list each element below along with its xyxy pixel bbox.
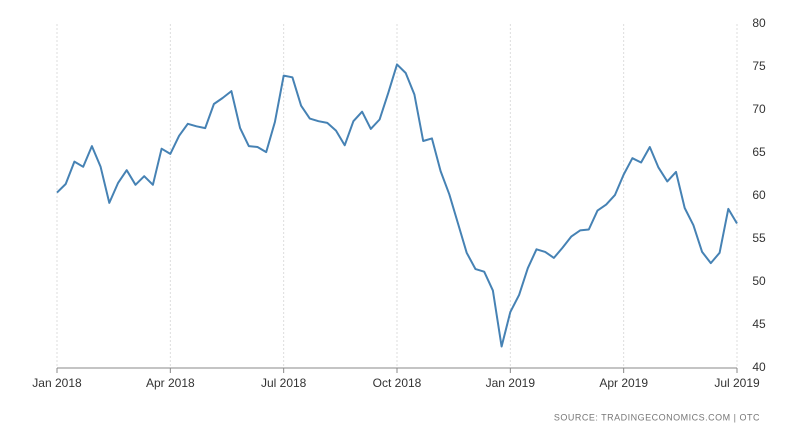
y-tick-label: 70	[752, 102, 766, 116]
x-tick-label: Jul 2019	[714, 376, 760, 390]
x-tick-label: Jan 2019	[486, 376, 536, 390]
x-tick-label: Apr 2018	[146, 376, 195, 390]
y-tick-label: 40	[752, 360, 766, 374]
x-tick-label: Jul 2018	[261, 376, 307, 390]
x-tick-label: Oct 2018	[373, 376, 422, 390]
x-tick-label: Jan 2018	[32, 376, 82, 390]
y-tick-label: 75	[752, 59, 766, 73]
y-tick-label: 60	[752, 188, 766, 202]
y-tick-label: 80	[752, 16, 766, 30]
y-tick-label: 50	[752, 274, 766, 288]
y-tick-label: 65	[752, 145, 766, 159]
source-note: SOURCE: TRADINGECONOMICS.COM | OTC	[554, 412, 760, 422]
y-tick-label: 55	[752, 231, 766, 245]
price-line	[56, 63, 738, 348]
x-tick-label: Apr 2019	[599, 376, 648, 390]
y-tick-label: 45	[752, 317, 766, 331]
